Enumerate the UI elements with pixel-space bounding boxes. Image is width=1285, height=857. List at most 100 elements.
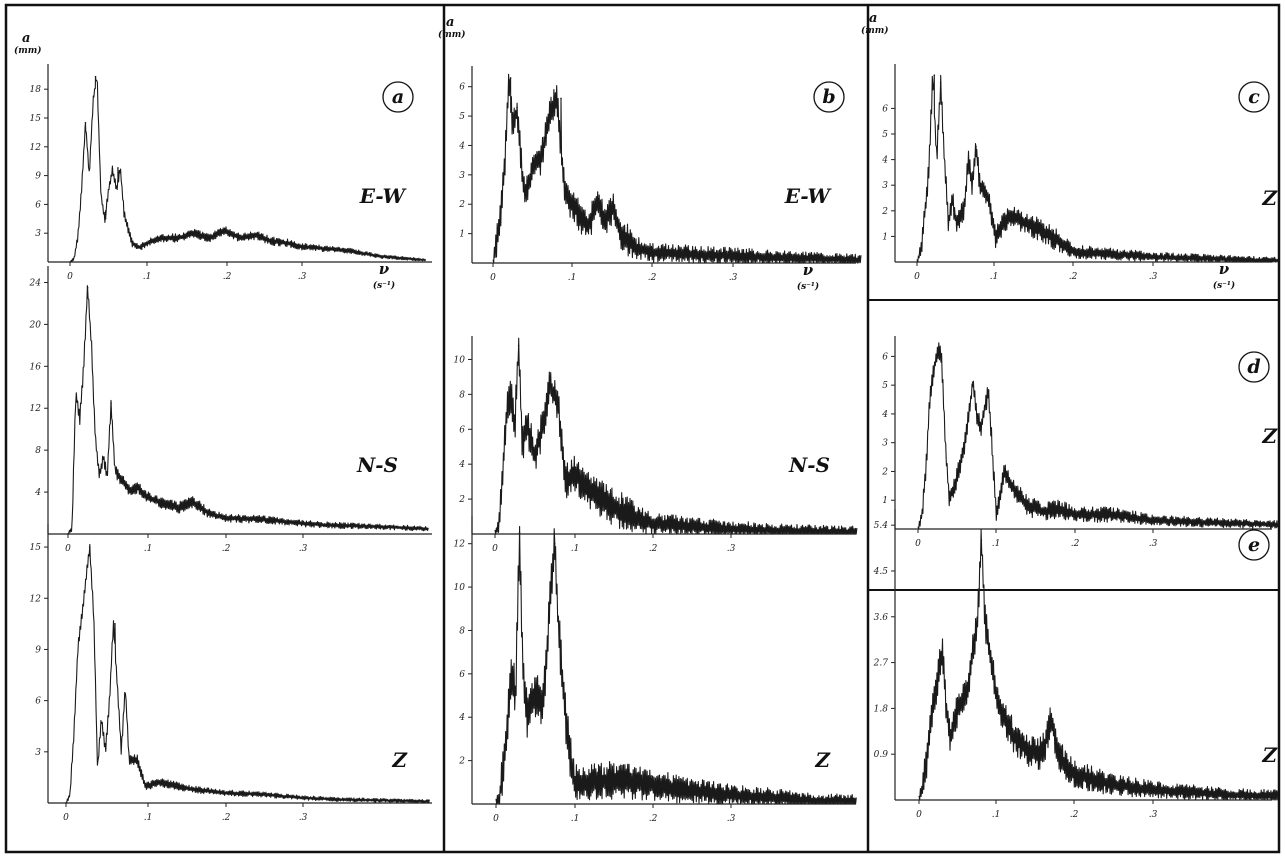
d-z-component-label: Z (1261, 424, 1278, 448)
b-ew-spectrum-line (492, 73, 862, 264)
a-z-y-tick-label: 6 (35, 697, 41, 707)
c-z-x-tick-label: 0 (914, 272, 920, 282)
b-ns-y-tick-label: 2 (458, 495, 465, 505)
b-z-y-tick-label: 6 (459, 670, 465, 680)
a-z-y-tick-label: 15 (30, 543, 42, 553)
b-ns-y-tick-label: 8 (459, 390, 465, 400)
a-ew-y-tick-label: 15 (30, 114, 42, 124)
d-z-y-tick-label: 3 (882, 439, 888, 449)
a-z-x-tick-label: .1 (144, 813, 153, 823)
c-z-peak-point (939, 82, 942, 84)
b-ew-x-tick-label: .1 (568, 273, 577, 283)
c-z-x-label: ν (1219, 260, 1230, 278)
a-ns-y-tick-label: 16 (30, 362, 42, 372)
c-z-y-tick-label: 6 (882, 104, 888, 114)
b-ew-x-unit: (s⁻¹) (797, 281, 819, 292)
b-ns-y-tick-label: 10 (454, 355, 466, 365)
c-z-x-tick-label: .1 (990, 272, 999, 282)
b-ns-peak-point (549, 384, 551, 387)
a-ew-peak-point (104, 218, 107, 220)
c-z-y-tick-label: 3 (882, 181, 888, 191)
e-z-spectrum-line (918, 529, 1279, 801)
a-ew-peak-point (117, 167, 119, 169)
a-ns-component-label: N-S (356, 453, 398, 477)
d-z-peak-point (939, 349, 941, 352)
e-z-y-tick-label: 5.4 (874, 521, 889, 531)
e-z-x-tick-label: .3 (1149, 810, 1158, 820)
b-ew-component-label: E-W (784, 184, 833, 208)
a-ew-peak-point (94, 75, 97, 78)
a-ew-x-tick-label: .1 (143, 272, 152, 282)
b-ns-spectrum-line (494, 337, 858, 535)
b-ns-x-tick-label: .3 (727, 544, 736, 554)
a-ew-y-label: a (22, 31, 30, 46)
c-z-x-tick-label: .3 (1149, 272, 1158, 282)
e-z-y-tick-label: 3.6 (874, 613, 889, 623)
b-ew-panel-badge (813, 81, 845, 113)
a-z-component-label: Z (391, 748, 408, 772)
a-ns-x-tick-label: .2 (222, 544, 231, 554)
a-ns-y-tick-label: 8 (35, 446, 41, 456)
e-z-y-tick-label: 4.5 (873, 567, 889, 577)
e-z-x-tick-label: 0 (916, 810, 922, 820)
a-ns-y-tick-label: 20 (29, 320, 42, 330)
b-ew-peak-point (516, 106, 518, 109)
figure-frame (4, 3, 1281, 854)
a-ew-y-tick-label: 18 (30, 85, 42, 95)
d-z-y-tick-label: 2 (881, 467, 888, 477)
a-ns-spectrum-line (67, 285, 429, 535)
a-ew-x-tick-label: 0 (67, 272, 73, 282)
e-z-x-tick-label: .2 (1070, 810, 1079, 820)
e-z-component-label: Z (1261, 743, 1278, 767)
b-z-y-tick-label: 12 (454, 540, 466, 550)
a-ns-peak-point (110, 402, 112, 404)
b-z-y-tick-label: 8 (459, 626, 465, 636)
a-ns-x-tick-label: .1 (144, 544, 153, 554)
a-z-peak-point (88, 546, 91, 548)
b-ew-y-tick-label: 2 (458, 200, 465, 210)
b-z-x-tick-label: .1 (571, 814, 580, 824)
a-ew-x-label: ν (379, 260, 390, 278)
d-z-y-tick-label: 4 (881, 410, 888, 420)
b-ns-x-tick-label: .2 (649, 544, 658, 554)
b-ew-panel-label: b (822, 86, 835, 108)
a-z-spectrum-line (65, 543, 430, 804)
b-ew-y-tick-label: 1 (459, 230, 465, 240)
a-z-y-tick-label: 3 (35, 748, 41, 758)
b-z-x-tick-label: .3 (727, 814, 736, 824)
b-z-y-tick-label: 10 (454, 583, 466, 593)
b-ew-x-label: ν (803, 261, 814, 279)
b-ns-component-label: N-S (788, 453, 830, 477)
c-z-peak-point (975, 146, 977, 148)
d-z-panel-label: d (1247, 356, 1260, 378)
b-ew-y-tick-label: 5 (459, 112, 465, 122)
b-ew-y-tick-label: 3 (459, 171, 465, 181)
d-z-y-tick-label: 1 (882, 496, 888, 506)
d-z-x-tick-label: .3 (1149, 539, 1158, 549)
b-ew-x-tick-label: .2 (648, 273, 657, 283)
d-z-spectrum-line (917, 342, 1279, 530)
d-z-peak-point (972, 381, 974, 384)
c-z-spectrum-line (916, 74, 1280, 263)
a-z-peak-point (114, 623, 116, 625)
b-ew-peak-point (509, 77, 512, 79)
a-ns-x-tick-label: 0 (65, 544, 71, 554)
a-ew-panel-badge (382, 81, 414, 113)
b-z-peak-point (553, 542, 556, 545)
a-ew-x-tick-label: .2 (223, 272, 232, 282)
a-ew-component-label: E-W (359, 184, 408, 208)
a-ew-x-tick-label: .3 (298, 272, 307, 282)
d-z-y-tick-label: 5 (882, 381, 888, 391)
a-ew-y-tick-label: 9 (35, 172, 41, 182)
b-ns-y-tick-label: 6 (459, 425, 465, 435)
c-z-y-tick-label: 1 (882, 232, 888, 242)
a-z-x-tick-label: .2 (222, 813, 231, 823)
a-ew-y-tick-label: 6 (35, 200, 41, 210)
b-z-y-tick-label: 2 (458, 757, 465, 767)
e-z-peak-point (940, 651, 942, 654)
e-z-peak-point (980, 539, 983, 542)
a-ew-y-tick-label: 12 (30, 143, 42, 153)
d-z-x-tick-label: .2 (1071, 539, 1080, 549)
b-z-x-tick-label: .2 (649, 814, 658, 824)
